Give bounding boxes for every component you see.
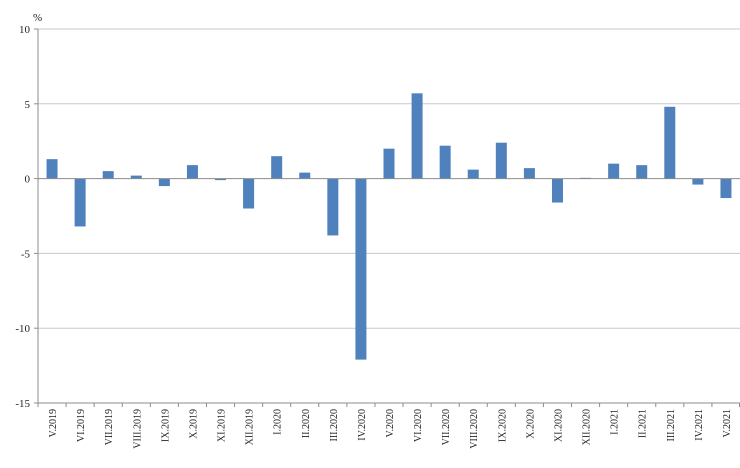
gridlines [38,28,740,329]
bar-ix-2020 [495,142,507,179]
x-tick-label: III.2021 [666,409,677,442]
x-tick-label: VI.2020 [413,409,424,442]
bar-i-2020 [271,156,283,179]
x-tick-label: X.2020 [525,409,536,439]
x-tick-label: VIII.2019 [132,409,143,449]
x-tick-label: XI.2019 [217,409,228,442]
x-tick-label: IV.2020 [357,409,368,441]
y-tick-label: 10 [19,24,31,36]
y-tick-label: -15 [15,398,30,410]
y-tick-label: -5 [21,248,31,260]
bar-x-2019 [186,165,198,179]
bar-ii-2020 [299,172,311,179]
bar-xi-2020 [551,178,563,203]
x-tick-label: III.2020 [329,409,340,442]
bar-ix-2019 [158,178,170,187]
x-tick-label: V.2021 [722,409,733,437]
x-tick-label: VII.2019 [104,409,115,445]
bar-vi-2020 [411,93,423,179]
x-tick-label: IV.2021 [694,409,705,441]
x-tick-label: X.2019 [188,409,199,439]
x-tick-label: VII.2020 [441,409,452,445]
x-tick-label: IX.2019 [160,409,171,442]
x-tick-label: V.2020 [385,409,396,437]
x-tick-labels: V.2019 VI.2019 VII.2019 VIII.2019 IX.2019 X.2… [48,409,733,449]
bar-v-2021 [720,178,732,199]
x-tick-label: V.2019 [48,409,59,437]
x-tick-label: XI.2020 [553,409,564,442]
bar-v-2019 [46,159,58,179]
x-tick-label: I.2020 [273,409,284,435]
bar-iii-2021 [664,106,676,179]
bar-xii-2019 [243,178,255,209]
bar-x-2020 [523,168,535,179]
bar-iv-2021 [692,178,704,185]
bar-i-2021 [608,163,620,179]
y-axis-unit-label: % [33,12,42,24]
y-tick-label: 5 [25,99,31,111]
x-tick-label: VIII.2020 [469,409,480,449]
x-tick-label: II.2020 [301,409,312,438]
bar-v-2020 [383,148,395,179]
x-tick-label: II.2021 [638,409,649,438]
y-tick-label: 0 [25,174,31,186]
bars [46,93,732,360]
x-tick-label: XII.2019 [245,409,256,445]
bar-viii-2019 [130,175,142,179]
y-tick-labels: 10 5 0 -5 -10 -15 [15,24,30,410]
x-tick-label: XII.2020 [582,409,593,445]
bar-ii-2021 [636,165,648,179]
axes [34,28,740,407]
bar-iv-2020 [355,178,367,360]
bar-iii-2020 [327,178,339,236]
bar-xi-2019 [215,178,227,181]
y-tick-label: -10 [15,323,30,335]
bar-vi-2019 [74,178,86,227]
bar-vii-2020 [439,145,451,179]
bar-vii-2019 [102,171,114,179]
x-tick-label: IX.2020 [497,409,508,442]
x-tick-label: I.2021 [610,409,621,435]
x-tick-label: VI.2019 [76,409,87,442]
bar-viii-2020 [467,169,479,179]
